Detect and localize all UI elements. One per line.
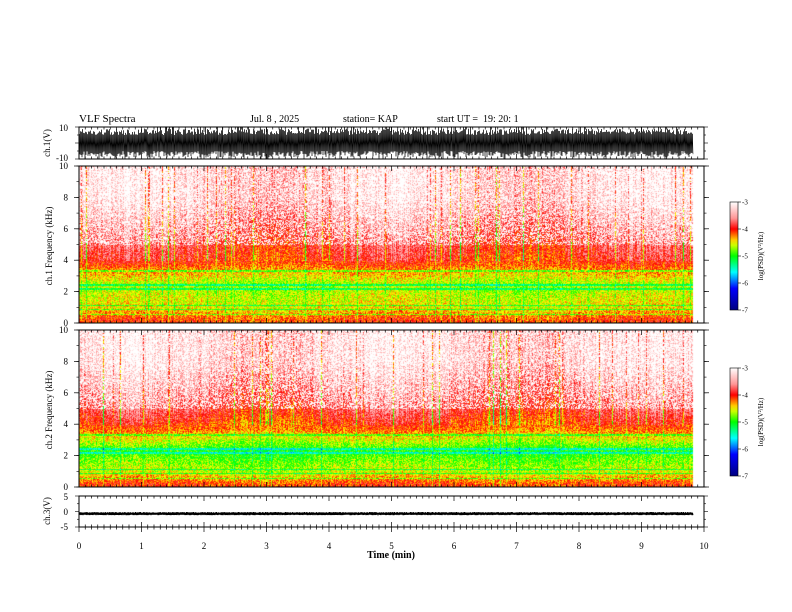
y-tick-label: 8 — [64, 192, 69, 202]
ch3-ylabel: ch.3(V) — [42, 497, 52, 525]
colorbar-tick-label: -7 — [742, 473, 748, 481]
ch1-ytick-top: 10 — [59, 123, 69, 133]
colorbar-tick-label: -4 — [742, 226, 748, 234]
colorbar-ch1: -3 -4 -5 -6 -7 log(PSD)(V²/Hz) — [729, 199, 765, 315]
waveform-trace — [79, 127, 694, 159]
start-time-label: start UT = 19: 20: 1 — [437, 114, 519, 125]
x-tick-label: 1 — [139, 541, 144, 551]
time-axis-tick-labels: 0 1 2 3 4 5 6 7 8 9 10 — [77, 541, 709, 551]
spectrogram-ch2-image — [79, 330, 704, 487]
waveform-trace — [79, 512, 694, 517]
colorbar-tick-label: -3 — [742, 365, 748, 373]
colorbar-tick-label: -5 — [742, 253, 748, 261]
ch1-ytick-bottom: -10 — [56, 153, 68, 163]
ch3-ytick-top: 5 — [64, 492, 69, 502]
time-axis-label: Time (min) — [367, 550, 415, 561]
colorbar-ch2: -3 -4 -5 -6 -7 log(PSD)(V²/Hz) — [729, 365, 765, 481]
colorbar-tick-label: -4 — [742, 392, 748, 400]
x-tick-label: 0 — [77, 541, 82, 551]
colorbar-tick-label: -7 — [742, 307, 748, 315]
spectrogram-ch1-ticks — [78, 166, 705, 323]
ch3-ytick-bottom: -5 — [61, 522, 69, 532]
colorbar-tick-label: -5 — [742, 419, 748, 427]
colorbar-tick-label: -3 — [742, 199, 748, 207]
station-label: station= KAP — [343, 114, 398, 125]
spectrogram-ch2-ticks — [78, 330, 705, 487]
x-tick-label: 6 — [452, 541, 457, 551]
colorbar-ch2-label: log(PSD)(V²/Hz) — [757, 397, 765, 446]
y-tick-label: 2 — [64, 287, 69, 297]
y-tick-label: 6 — [64, 224, 69, 234]
x-tick-label: 8 — [577, 541, 582, 551]
spectrogram-panel-ch2: 0 2 4 6 8 10 ch.2 Frequency (kHz) — [44, 325, 709, 492]
x-tick-label: 9 — [639, 541, 644, 551]
colorbar-ch1-gradient — [729, 201, 739, 311]
x-tick-label: 4 — [327, 541, 332, 551]
spec1-ylabel: ch.1 Frequency (kHz) — [44, 207, 54, 286]
spectrogram-ch2-yticks: 0 2 4 6 8 10 — [59, 325, 709, 492]
y-tick-label: 8 — [64, 356, 69, 366]
waveform-panel-ch3: 5 0 -5 ch.3(V) — [42, 492, 708, 532]
colorbar-tick-label: -6 — [742, 446, 748, 454]
spec2-ylabel: ch.2 Frequency (kHz) — [44, 371, 54, 450]
waveform-panel-ch1: 10 -10 ch.1(V) — [42, 123, 708, 163]
colorbar-ch2-ticks: -3 -4 -5 -6 -7 — [738, 365, 748, 481]
ch1-ylabel: ch.1(V) — [42, 129, 52, 157]
y-tick-label: 4 — [64, 255, 69, 265]
figure-title: VLF Spectra — [79, 113, 136, 125]
waveform-ch1-ticks — [75, 126, 708, 160]
y-tick-label: 6 — [64, 388, 69, 398]
x-tick-label: 2 — [202, 541, 207, 551]
ch3-ytick-mid: 0 — [64, 507, 69, 517]
x-tick-label: 3 — [264, 541, 269, 551]
y-tick-label: 4 — [64, 419, 69, 429]
spectrogram-ch1-image — [79, 166, 704, 323]
spectrogram-ch1-yticks: 0 2 4 6 8 10 — [59, 161, 709, 328]
waveform-ch1-trace — [79, 127, 694, 159]
waveform-ch3-trace — [79, 512, 694, 517]
y-tick-label: 10 — [59, 325, 69, 335]
x-tick-label: 7 — [514, 541, 519, 551]
y-tick-label: 0 — [64, 318, 69, 328]
colorbar-ch2-gradient — [729, 367, 739, 477]
y-tick-label: 2 — [64, 451, 69, 461]
colorbar-ch1-label: log(PSD)(V²/Hz) — [757, 231, 765, 280]
colorbar-ch1-ticks: -3 -4 -5 -6 -7 — [738, 199, 748, 315]
y-tick-label: 10 — [59, 161, 69, 171]
y-tick-label: 0 — [64, 482, 69, 492]
x-tick-label: 10 — [700, 541, 710, 551]
waveform-ch3-ticks — [75, 495, 708, 532]
spectrogram-panel-ch1: 0 2 4 6 8 10 ch.1 Frequency (kHz) — [44, 161, 709, 328]
date-label: Jul. 8 , 2025 — [250, 114, 300, 125]
colorbar-tick-label: -6 — [742, 280, 748, 288]
x-tick-label: 5 — [389, 541, 394, 551]
